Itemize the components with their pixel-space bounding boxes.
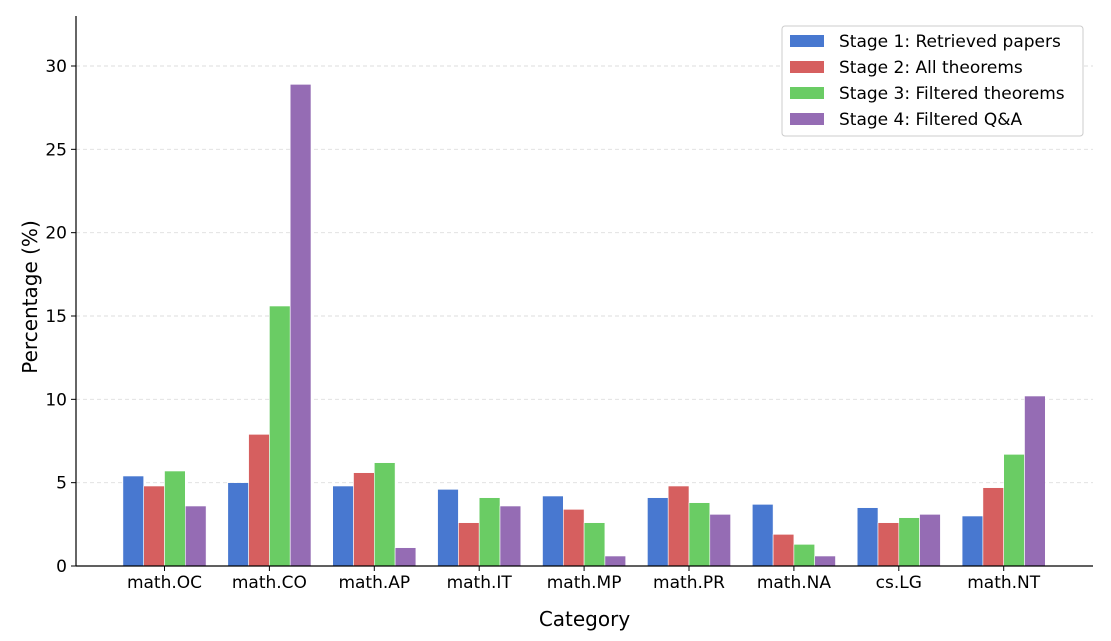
bar (877, 522, 900, 567)
bar (898, 517, 920, 567)
y-tick-label: 5 (56, 474, 67, 494)
x-tick-label: math.MP (547, 573, 622, 593)
bar (478, 497, 501, 567)
bar (394, 547, 417, 567)
x-tick-label: math.IT (447, 573, 513, 593)
x-tick-label: math.NT (967, 573, 1041, 593)
bar (562, 509, 585, 567)
bar (122, 475, 145, 567)
bar (458, 522, 480, 567)
legend-label: Stage 3: Filtered theorems (839, 84, 1065, 104)
bar (919, 514, 941, 567)
bar (185, 505, 207, 567)
legend-label: Stage 1: Retrieved papers (839, 32, 1061, 52)
bar (709, 514, 731, 567)
x-tick-label: math.AP (338, 573, 410, 593)
bar (164, 470, 186, 567)
bar (814, 555, 836, 567)
legend-label: Stage 2: All theorems (839, 58, 1023, 78)
y-tick-label: 20 (45, 224, 67, 244)
x-axis-title: Category (539, 607, 631, 631)
bar (437, 489, 459, 567)
bar (1003, 454, 1025, 567)
legend-swatch (790, 35, 824, 47)
bar (793, 544, 816, 567)
bar (269, 305, 291, 567)
legend-swatch (790, 61, 824, 73)
x-tick-label: math.NA (757, 573, 832, 593)
y-tick-label: 0 (56, 557, 67, 577)
bar (227, 482, 249, 567)
y-tick-label: 15 (45, 307, 67, 327)
bar (143, 485, 165, 567)
bar (1024, 395, 1046, 567)
bar (667, 485, 690, 567)
bar (289, 84, 312, 567)
y-tick-label: 25 (45, 140, 67, 160)
bars (122, 84, 1046, 567)
bar (583, 522, 606, 567)
x-tick-label: math.PR (653, 573, 725, 593)
bar (751, 504, 774, 567)
y-axis-title: Percentage (%) (18, 220, 42, 373)
y-tick-label: 10 (45, 390, 67, 410)
x-tick-label: math.CO (232, 573, 307, 593)
legend-box (781, 25, 1084, 137)
bar (353, 472, 375, 567)
bar (982, 487, 1005, 567)
legend: Stage 1: Retrieved papers Stage 2: All th… (781, 25, 1084, 137)
y-tick-label: 30 (45, 57, 67, 77)
legend-swatch (790, 113, 824, 125)
legend-label: Stage 4: Filtered Q&A (839, 110, 1022, 130)
tick-labels: 0 5 10 15 20 25 30 math.OC math.CO math.AP math.IT… (45, 57, 1040, 593)
x-tick-label: cs.LG (876, 573, 922, 593)
bar (332, 485, 354, 567)
x-tick-label: math.OC (127, 573, 202, 593)
bar (604, 555, 627, 567)
legend-swatch (790, 87, 824, 99)
bar (647, 497, 669, 567)
bar (248, 434, 270, 567)
bar (961, 515, 984, 567)
bar (499, 505, 522, 567)
bar (856, 507, 879, 567)
bar (772, 534, 795, 567)
bar (373, 462, 396, 567)
bar (542, 495, 564, 567)
bar (688, 502, 711, 567)
